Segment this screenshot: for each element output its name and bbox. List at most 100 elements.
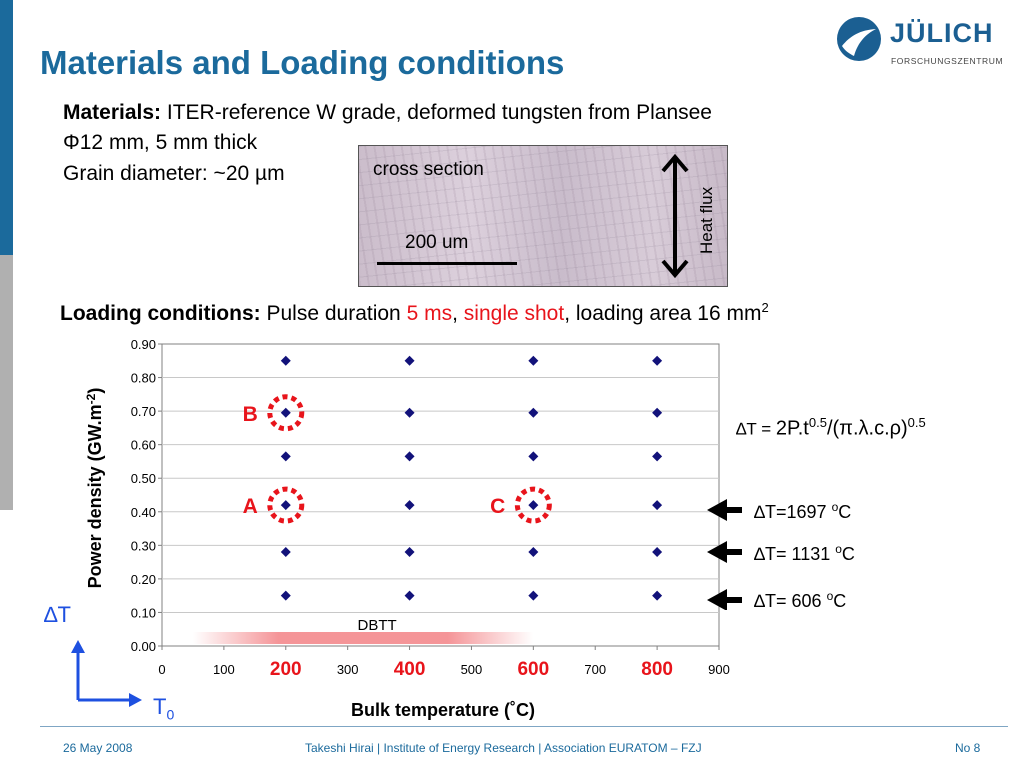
scale-bar-label: 200 um: [405, 232, 469, 253]
arrow-left-icon: [707, 499, 742, 521]
left-bar-grey: [0, 255, 13, 510]
footer-date: 26 May 2008: [63, 741, 133, 755]
annotation-circle: [514, 486, 552, 524]
data-point: [528, 500, 539, 511]
materials-line: Materials: ITER-reference W grade, defor…: [63, 101, 712, 125]
data-point: [652, 355, 663, 366]
data-point: [280, 500, 291, 511]
x-tick-label: 500: [461, 662, 483, 677]
dt-label-606: ∆T= 606 oC: [754, 589, 846, 612]
arrow-left-icon: [707, 541, 742, 563]
dt-1697-value: ∆T=1697: [754, 502, 832, 522]
corner-y-label: ∆T: [44, 602, 71, 627]
y-tick-label: 0.90: [131, 337, 156, 352]
dt-1697-sup: o: [831, 500, 839, 514]
plot-area: [161, 343, 720, 647]
x-tick-label: 800: [641, 659, 673, 680]
dt-1131-unit: C: [841, 544, 855, 564]
data-point: [652, 407, 663, 418]
dt-label-1697: ∆T=1697 oC: [754, 500, 851, 523]
data-point: [404, 547, 415, 558]
y-axis-label: Power density (GW.m-2): [84, 388, 105, 589]
data-point: [280, 590, 291, 601]
data-point: [404, 407, 415, 418]
page-title: Materials and Loading conditions: [40, 44, 565, 81]
y-tick-label: 0.20: [131, 572, 156, 587]
y-tick-label: 0.70: [131, 404, 156, 419]
dt-606-sup: o: [826, 589, 834, 603]
loading-duration: 5 ms: [406, 302, 453, 325]
dt-1697-unit: C: [838, 502, 852, 522]
x-tick-label: 900: [708, 662, 730, 677]
footer-page-number: No 8: [955, 741, 981, 755]
data-point: [280, 407, 291, 418]
data-point: [528, 407, 539, 418]
annotation-circle: [267, 394, 305, 432]
heat-flux-arrow-icon: [661, 153, 689, 279]
x-tick-label: 700: [584, 662, 606, 677]
data-point: [528, 355, 539, 366]
loading-pre: Pulse duration: [266, 302, 401, 325]
data-point: [652, 590, 663, 601]
dt-606-unit: C: [833, 591, 847, 611]
dt-1131-value: ∆T= 1131: [754, 544, 836, 564]
left-bar-blue: [0, 0, 13, 255]
data-point: [280, 451, 291, 462]
y-tick-label: 0.50: [131, 471, 156, 486]
dt-1131-sup: o: [835, 542, 842, 556]
corner-axes-icon: [71, 640, 142, 707]
annotation-circle: [267, 486, 305, 524]
dt-label-1131: ∆T= 1131 oC: [754, 542, 855, 565]
x-tick-label: 400: [394, 659, 426, 680]
data-point: [280, 547, 291, 558]
data-point: [280, 355, 291, 366]
data-point: [652, 500, 663, 511]
y-tick-label: 0.30: [131, 538, 156, 553]
x-tick-label: 600: [517, 659, 549, 680]
dt-arrows: [707, 499, 742, 610]
logo-subtitle: FORSCHUNGSZENTRUM: [891, 56, 1004, 66]
data-point: [652, 451, 663, 462]
loading-shot: single shot: [463, 302, 565, 325]
y-tick-label: 0.80: [131, 371, 156, 386]
x-axis-label: Bulk temperature (˚C): [351, 700, 535, 720]
data-point: [404, 590, 415, 601]
y-tick-label: 0.10: [131, 605, 156, 620]
formula-mid: /(π.λ.c.ρ): [826, 417, 908, 440]
corner-x-letter: T: [153, 694, 167, 719]
formula-body: 2P.t: [775, 417, 809, 440]
dimensions-text: Φ12 mm, 5 mm thick: [63, 131, 258, 154]
y-tick-label: 0.60: [131, 438, 156, 453]
dt-606-value: ∆T= 606: [754, 591, 827, 611]
footer-divider: [40, 726, 1008, 727]
data-point: [652, 547, 663, 558]
data-point: [528, 590, 539, 601]
x-tick-label: 300: [337, 662, 359, 677]
x-tick-label: 100: [213, 662, 235, 677]
data-point: [404, 451, 415, 462]
data-point: [404, 500, 415, 511]
logo-name: JÜLICH: [890, 18, 994, 48]
loading-post: , loading area 16 mm: [564, 302, 762, 325]
julich-logo: JÜLICH FORSCHUNGSZENTRUM: [836, 14, 1006, 74]
arrow-left-icon: [707, 589, 742, 610]
x-tick-label: 200: [270, 659, 302, 680]
loading-sup: 2: [761, 300, 769, 315]
materials-text: ITER-reference W grade, deformed tungste…: [166, 101, 712, 124]
y-tick-label: 0.40: [131, 505, 156, 520]
annotation-label-c: C: [490, 495, 505, 518]
formula-exp2: 0.5: [907, 415, 926, 430]
delta-t-formula: ∆T = 2P.t0.5/(π.λ.c.ρ)0.5: [736, 415, 926, 441]
corner-x-label: T0: [153, 694, 174, 722]
micrograph-caption: cross section: [373, 159, 484, 180]
formula-lhs: ∆T =: [736, 419, 776, 439]
scale-bar: [377, 262, 517, 265]
annotation-label-a: A: [243, 495, 258, 518]
corner-x-sub: 0: [166, 706, 175, 723]
materials-label: Materials:: [63, 101, 162, 124]
footer-author: Takeshi Hirai | Institute of Energy Rese…: [305, 741, 702, 755]
loading-line: Loading conditions: Pulse duration 5 ms,…: [60, 300, 769, 326]
loading-label: Loading conditions:: [60, 302, 261, 325]
dbtt-label: DBTT: [358, 617, 397, 634]
loading-sep: ,: [452, 302, 458, 325]
